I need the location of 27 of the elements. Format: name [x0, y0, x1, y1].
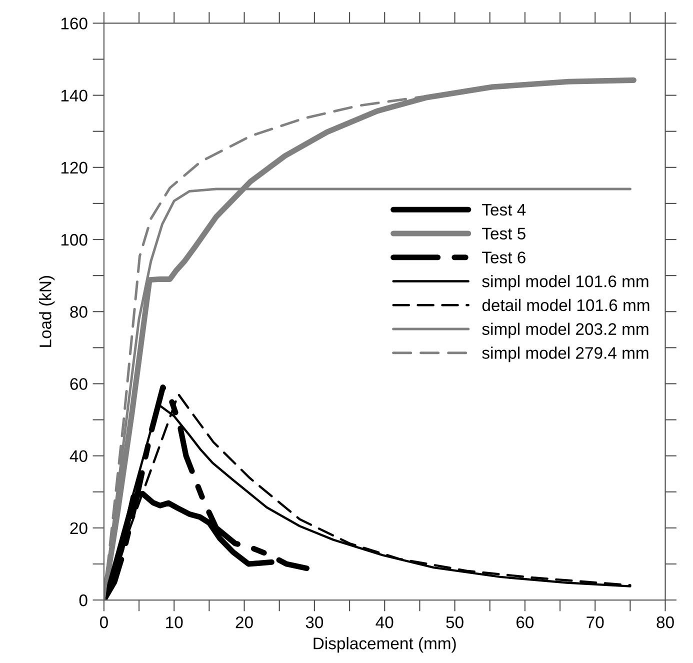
x-axis-title: Displacement (mm) [314, 637, 456, 653]
x-tick-label: 80 [656, 616, 674, 628]
legend-label: simpl model 203.2 mm [482, 322, 648, 338]
legend-label: simpl model 279.4 mm [482, 346, 648, 362]
x-tick-label: 40 [376, 616, 394, 628]
y-tick-label: 160 [61, 18, 88, 30]
legend-label: detail model 101.6 mm [482, 298, 650, 312]
x-tick-label: 10 [166, 616, 183, 628]
y-tick-label: 140 [61, 90, 88, 102]
y-tick-label: 0 [79, 594, 88, 606]
y-tick-label: 100 [61, 234, 88, 246]
legend-label: simpl model 101.6 mm [482, 275, 648, 291]
x-tick-label: 60 [516, 616, 534, 628]
x-tick-label: 30 [306, 616, 324, 628]
legend-label: Test 4 [482, 204, 526, 216]
x-tick-label: 70 [586, 616, 604, 628]
x-tick-label: 50 [446, 616, 464, 628]
legend-label: Test 5 [482, 228, 526, 240]
x-tick-label: 20 [236, 616, 253, 628]
legend-label: Test 6 [482, 252, 526, 264]
y-axis-title: Load (kN) [39, 276, 55, 347]
y-tick-label: 40 [70, 450, 88, 462]
y-tick-label: 120 [61, 162, 88, 174]
y-tick-label: 20 [70, 522, 88, 534]
y-tick-label: 60 [70, 378, 88, 390]
y-tick-label: 80 [70, 306, 88, 318]
x-tick-label: 0 [100, 616, 108, 628]
